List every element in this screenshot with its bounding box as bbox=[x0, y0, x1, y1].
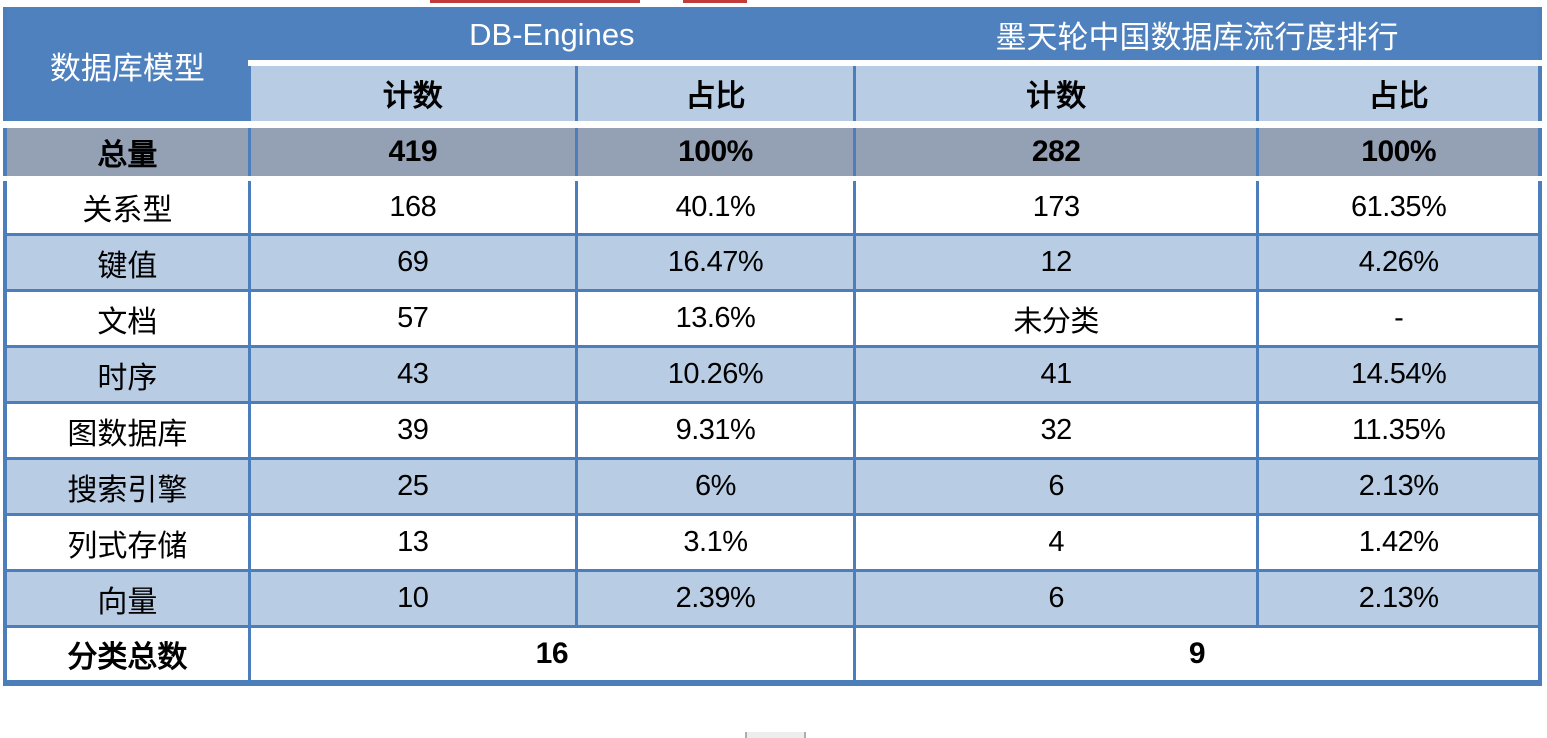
table-header: 数据库模型 DB-Engines 墨天轮中国数据库流行度排行 计数 占比 计数 … bbox=[3, 7, 1542, 126]
db-engines-share-cell[interactable]: 10.26% bbox=[574, 345, 857, 404]
row-label-cell[interactable]: 向量 bbox=[3, 569, 251, 628]
db-engines-count-cell[interactable]: 57 bbox=[247, 289, 578, 348]
modb-count-cell[interactable]: 12 bbox=[853, 233, 1260, 292]
db-engines-count-header[interactable]: 计数 bbox=[247, 59, 578, 126]
db-engines-count-cell[interactable]: 13 bbox=[247, 513, 578, 572]
table-body: 总量 419 100% 282 100% 关系型 168 40.1% 173 6… bbox=[3, 121, 1542, 686]
db-engines-share-cell[interactable]: 40.1% bbox=[574, 177, 857, 236]
db-engines-count-cell[interactable]: 10 bbox=[247, 569, 578, 628]
db-engines-share-cell[interactable]: 13.6% bbox=[574, 289, 857, 348]
cropped-red-text-fragment bbox=[683, 0, 747, 3]
row-label-cell[interactable]: 关系型 bbox=[3, 177, 251, 236]
modb-category-count-cell[interactable]: 9 bbox=[853, 625, 1542, 686]
db-engines-group-header[interactable]: DB-Engines bbox=[247, 7, 857, 64]
modb-count-header[interactable]: 计数 bbox=[853, 59, 1260, 126]
total-row: 总量 419 100% 282 100% bbox=[3, 121, 1542, 181]
footer-label-cell[interactable]: 分类总数 bbox=[3, 625, 251, 686]
table-row: 关系型 168 40.1% 173 61.35% bbox=[3, 177, 1542, 236]
modb-count-cell[interactable]: 32 bbox=[853, 401, 1260, 460]
total-modb-count-cell[interactable]: 282 bbox=[853, 121, 1260, 181]
db-engines-count-cell[interactable]: 69 bbox=[247, 233, 578, 292]
db-engines-share-cell[interactable]: 16.47% bbox=[574, 233, 857, 292]
total-db-engines-count-cell[interactable]: 419 bbox=[247, 121, 578, 181]
db-engines-share-cell[interactable]: 2.39% bbox=[574, 569, 857, 628]
modb-share-cell[interactable]: 2.13% bbox=[1256, 569, 1542, 628]
modb-share-header[interactable]: 占比 bbox=[1256, 59, 1542, 126]
row-label-cell[interactable]: 时序 bbox=[3, 345, 251, 404]
table-row: 图数据库 39 9.31% 32 11.35% bbox=[3, 401, 1542, 460]
modb-count-cell[interactable]: 4 bbox=[853, 513, 1260, 572]
group-header-row: 数据库模型 DB-Engines 墨天轮中国数据库流行度排行 bbox=[3, 7, 1542, 126]
modb-share-cell[interactable]: 11.35% bbox=[1256, 401, 1542, 460]
modb-count-cell[interactable]: 173 bbox=[853, 177, 1260, 236]
corner-header-cell[interactable]: 数据库模型 bbox=[3, 7, 251, 126]
modb-share-cell[interactable]: 2.13% bbox=[1256, 457, 1542, 516]
db-engines-category-count-cell[interactable]: 16 bbox=[247, 625, 857, 686]
total-label-cell[interactable]: 总量 bbox=[3, 121, 251, 181]
row-label-cell[interactable]: 列式存储 bbox=[3, 513, 251, 572]
cropped-red-text-fragment bbox=[430, 0, 640, 3]
subheader-row: 计数 占比 计数 占比 bbox=[5, 59, 1542, 126]
row-label-cell[interactable]: 文档 bbox=[3, 289, 251, 348]
total-db-engines-share-cell[interactable]: 100% bbox=[574, 121, 857, 181]
table-row: 时序 43 10.26% 41 14.54% bbox=[3, 345, 1542, 404]
modb-share-cell[interactable]: 14.54% bbox=[1256, 345, 1542, 404]
db-engines-count-cell[interactable]: 39 bbox=[247, 401, 578, 460]
db-engines-count-cell[interactable]: 43 bbox=[247, 345, 578, 404]
total-modb-share-cell[interactable]: 100% bbox=[1256, 121, 1542, 181]
database-model-comparison-table: 数据库模型 DB-Engines 墨天轮中国数据库流行度排行 计数 占比 计数 … bbox=[3, 7, 1542, 686]
modb-share-cell[interactable]: 4.26% bbox=[1256, 233, 1542, 292]
db-engines-count-cell[interactable]: 168 bbox=[247, 177, 578, 236]
modb-count-cell[interactable]: 6 bbox=[853, 457, 1260, 516]
modb-count-cell[interactable]: 6 bbox=[853, 569, 1260, 628]
modb-share-cell[interactable]: - bbox=[1256, 289, 1542, 348]
modb-share-cell[interactable]: 61.35% bbox=[1256, 177, 1542, 236]
modb-share-cell[interactable]: 1.42% bbox=[1256, 513, 1542, 572]
table-row: 列式存储 13 3.1% 4 1.42% bbox=[3, 513, 1542, 572]
row-label-cell[interactable]: 键值 bbox=[3, 233, 251, 292]
category-count-row: 分类总数 16 9 bbox=[3, 625, 1542, 686]
modb-count-cell[interactable]: 41 bbox=[853, 345, 1260, 404]
table-row: 搜索引擎 25 6% 6 2.13% bbox=[3, 457, 1542, 516]
table-row: 文档 57 13.6% 未分类 - bbox=[3, 289, 1542, 348]
db-engines-share-header[interactable]: 占比 bbox=[574, 59, 857, 126]
db-engines-share-cell[interactable]: 3.1% bbox=[574, 513, 857, 572]
modb-count-cell[interactable]: 未分类 bbox=[853, 289, 1260, 348]
modb-group-header[interactable]: 墨天轮中国数据库流行度排行 bbox=[853, 7, 1542, 64]
db-engines-share-cell[interactable]: 6% bbox=[574, 457, 857, 516]
db-engines-count-cell[interactable]: 25 bbox=[247, 457, 578, 516]
table-row: 键值 69 16.47% 12 4.26% bbox=[3, 233, 1542, 292]
row-label-cell[interactable]: 图数据库 bbox=[3, 401, 251, 460]
row-label-cell[interactable]: 搜索引擎 bbox=[3, 457, 251, 516]
scrollbar-fragment bbox=[745, 732, 806, 738]
table-row: 向量 10 2.39% 6 2.13% bbox=[3, 569, 1542, 628]
db-engines-share-cell[interactable]: 9.31% bbox=[574, 401, 857, 460]
